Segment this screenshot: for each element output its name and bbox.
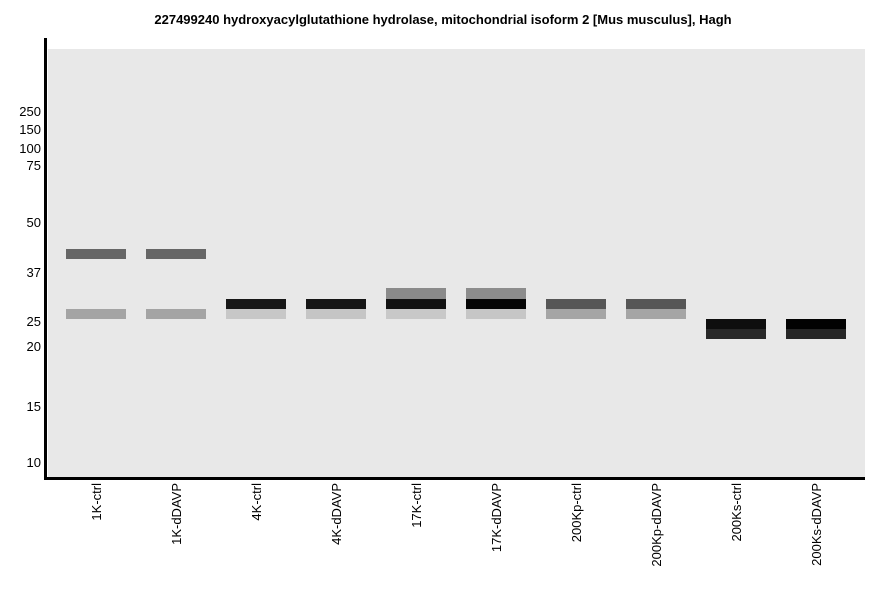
- gel-band: [66, 249, 126, 259]
- lane-label-text: 200Ks-ctrl: [728, 483, 744, 542]
- y-axis-tick-label: 250: [19, 104, 41, 119]
- plot-area: [48, 49, 865, 477]
- gel-band: [626, 299, 686, 309]
- gel-band: [226, 299, 286, 309]
- gel-band: [706, 329, 766, 339]
- y-axis-tick-label: 20: [26, 339, 41, 354]
- y-axis-tick-label: 25: [26, 314, 41, 329]
- lane-label-text: 200Kp-ctrl: [568, 483, 584, 543]
- gel-band: [706, 319, 766, 329]
- gel-band: [786, 319, 846, 329]
- y-axis-tick-label: 37: [26, 265, 41, 280]
- lane-label-text: 17K-dDAVP: [488, 483, 504, 553]
- gel-band: [306, 299, 366, 309]
- lane-label: 4K-dDAVP: [327, 483, 345, 545]
- y-axis-tick-label: 100: [19, 141, 41, 156]
- lane-label: 200Ks-ctrl: [727, 483, 745, 542]
- gel-band: [386, 309, 446, 319]
- gel-band: [386, 288, 446, 299]
- gel-band: [146, 249, 206, 259]
- lane-label: 1K-ctrl: [87, 483, 105, 521]
- chart-title: 227499240 hydroxyacylglutathione hydrola…: [154, 12, 732, 27]
- lane-label-text: 17K-ctrl: [408, 483, 424, 528]
- gel-band: [546, 299, 606, 309]
- lane-label: 1K-dDAVP: [167, 483, 185, 545]
- lane-label-text: 4K-ctrl: [248, 483, 264, 521]
- lane-label: 4K-ctrl: [247, 483, 265, 521]
- lane-label: 200Ks-dDAVP: [807, 483, 825, 566]
- gel-band: [66, 309, 126, 319]
- lane-label: 17K-ctrl: [407, 483, 425, 528]
- gel-band: [466, 309, 526, 319]
- gel-band: [226, 309, 286, 319]
- gel-band: [626, 309, 686, 319]
- lane-label-text: 200Kp-dDAVP: [648, 483, 664, 567]
- lane-label-text: 1K-ctrl: [88, 483, 104, 521]
- gel-band: [146, 309, 206, 319]
- lane-label: 17K-dDAVP: [487, 483, 505, 552]
- gel-band: [546, 309, 606, 319]
- y-axis-tick-label: 75: [26, 158, 41, 173]
- gel-band: [466, 288, 526, 299]
- lane-label: 200Kp-ctrl: [567, 483, 585, 542]
- lane-label-text: 1K-dDAVP: [168, 483, 184, 545]
- y-axis-tick-label: 10: [26, 455, 41, 470]
- y-axis-tick-label: 15: [26, 399, 41, 414]
- y-axis-tick-label: 150: [19, 122, 41, 137]
- y-axis-line: [44, 38, 47, 480]
- gel-band: [786, 329, 846, 339]
- lane-label: 200Kp-dDAVP: [647, 483, 665, 567]
- x-axis-line: [44, 477, 865, 480]
- lane-label-text: 4K-dDAVP: [328, 483, 344, 545]
- gel-band: [386, 299, 446, 309]
- gel-band: [466, 299, 526, 309]
- y-axis-tick-label: 50: [26, 215, 41, 230]
- lane-label-text: 200Ks-dDAVP: [808, 483, 824, 566]
- gel-band: [306, 309, 366, 319]
